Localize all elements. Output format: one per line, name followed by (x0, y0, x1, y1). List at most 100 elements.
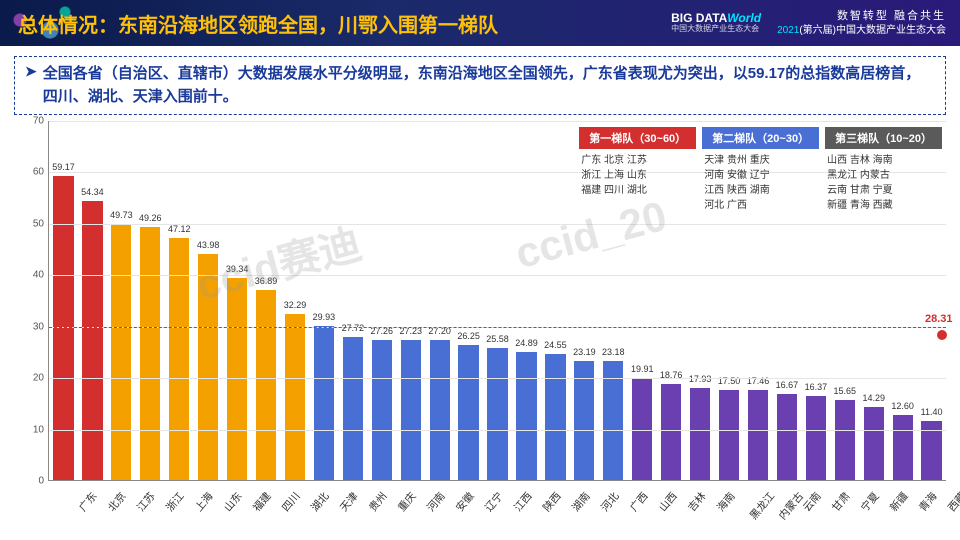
bar (748, 390, 768, 480)
x-axis-label: 辽宁 (481, 489, 506, 515)
bar-value-label: 11.40 (921, 407, 943, 417)
y-tick-label: 0 (38, 476, 44, 487)
y-tick-label: 20 (33, 373, 44, 384)
legend-row: 云南 甘肃 宁夏 (827, 183, 940, 198)
bar-value-label: 23.19 (573, 347, 596, 357)
legend-row: 河南 安徽 辽宁 (704, 168, 817, 183)
slide-page: 总体情况：东南沿海地区领跑全国，川鄂入围第一梯队 BIG DATAWorld 中… (0, 0, 960, 540)
bar-value-label: 23.18 (602, 347, 625, 357)
threshold-line (49, 327, 946, 328)
bar-value-label: 24.89 (515, 338, 538, 348)
top-banner: 总体情况：东南沿海地区领跑全国，川鄂入围第一梯队 BIG DATAWorld 中… (0, 0, 960, 46)
x-axis-label: 山西 (655, 489, 680, 515)
bar (545, 354, 565, 480)
x-axis-label: 山东 (221, 489, 246, 515)
banner-right: BIG DATAWorld 中国大数据产业生态大会 数智转型 融合共生 2021… (671, 9, 946, 36)
tagline-1: 数智转型 融合共生 (777, 9, 946, 23)
legend-body: 山西 吉林 海南黑龙江 内蒙古云南 甘肃 宁夏新疆 青海 西藏 (825, 149, 942, 217)
bar-value-label: 14.29 (862, 393, 885, 403)
bar-value-label: 16.67 (776, 380, 799, 390)
y-tick-label: 60 (33, 167, 44, 178)
y-tick-label: 50 (33, 218, 44, 229)
bar-value-label: 12.60 (891, 401, 914, 411)
legend-header: 第一梯队（30~60） (579, 127, 696, 149)
bar-slot: 27.23 (396, 340, 425, 480)
bar-slot: 36.89 (252, 290, 281, 480)
bar-slot: 47.12 (165, 238, 194, 480)
description-box: ➤ 全国各省（自治区、直辖市）大数据发展水平分级明显，东南沿海地区全国领先，广东… (14, 56, 946, 115)
bar-value-label: 47.12 (168, 224, 191, 234)
x-axis-label: 云南 (800, 489, 825, 515)
x-axis-label: 宁夏 (858, 489, 883, 515)
x-axis-label: 浙江 (163, 489, 188, 515)
legend-row: 黑龙江 内蒙古 (827, 168, 940, 183)
gridline (49, 275, 946, 276)
x-axis-label: 广东 (76, 489, 101, 515)
logo-world: World (727, 11, 761, 25)
tagline-year: 2021 (777, 25, 799, 36)
bar (777, 394, 797, 480)
bar-slot: 12.60 (888, 415, 917, 480)
x-axis-label: 青海 (916, 489, 941, 515)
x-axis-label: 西藏 (945, 489, 960, 515)
bar-chart: 010203040506070 59.1754.3449.7349.2647.1… (14, 121, 946, 540)
bar-slot: 26.25 (454, 345, 483, 480)
x-axis-labels: 广东北京江苏浙江上海山东福建四川湖北天津贵州重庆河南安徽辽宁江西陕西湖南河北广西… (48, 483, 946, 533)
bar (111, 224, 131, 480)
event-tagline: 数智转型 融合共生 2021(第六届)中国大数据产业生态大会 (777, 9, 946, 36)
y-tick-label: 10 (33, 424, 44, 435)
bar-slot: 17.50 (715, 390, 744, 480)
bar (53, 176, 73, 480)
bar-slot: 17.46 (744, 390, 773, 480)
y-tick-label: 70 (33, 116, 44, 127)
description-text: 全国各省（自治区、直辖市）大数据发展水平分级明显，东南沿海地区全国领先，广东省表… (43, 63, 935, 108)
bar (198, 254, 218, 480)
bar (661, 384, 681, 480)
legend-row: 江西 陕西 湖南 (704, 183, 817, 198)
bar-value-label: 29.93 (313, 312, 336, 322)
legend-header: 第三梯队（10~20） (825, 127, 942, 149)
x-axis-label: 重庆 (394, 489, 419, 515)
bar-slot: 18.76 (657, 384, 686, 480)
legend-row: 河北 广西 (704, 198, 817, 213)
bar (690, 388, 710, 480)
x-axis-label: 河北 (597, 489, 622, 515)
bar-value-label: 59.17 (52, 162, 75, 172)
x-axis-label: 海南 (713, 489, 738, 515)
y-tick-label: 30 (33, 321, 44, 332)
average-label: 28.31 (925, 313, 953, 325)
y-tick-label: 40 (33, 270, 44, 281)
gridline (49, 224, 946, 225)
x-axis-label: 甘肃 (829, 489, 854, 515)
bar-value-label: 19.91 (631, 364, 654, 374)
x-axis-label: 福建 (250, 489, 275, 515)
bar-slot: 32.29 (281, 314, 310, 480)
bar (430, 340, 450, 480)
bar-slot: 49.73 (107, 224, 136, 480)
page-title: 总体情况：东南沿海地区领跑全国，川鄂入围第一梯队 (18, 9, 498, 38)
bar-value-label: 49.73 (110, 210, 133, 220)
legend: 第一梯队（30~60）广东 北京 江苏浙江 上海 山东福建 四川 湖北第二梯队（… (579, 127, 942, 217)
x-axis-label: 湖北 (308, 489, 333, 515)
tagline-rest: (第六届)中国大数据产业生态大会 (799, 25, 946, 36)
legend-column: 第三梯队（10~20）山西 吉林 海南黑龙江 内蒙古云南 甘肃 宁夏新疆 青海 … (825, 127, 942, 217)
legend-body: 天津 贵州 重庆河南 安徽 辽宁江西 陕西 湖南河北 广西 (702, 149, 819, 217)
bar (893, 415, 913, 480)
legend-column: 第一梯队（30~60）广东 北京 江苏浙江 上海 山东福建 四川 湖北 (579, 127, 696, 217)
bar-value-label: 54.34 (81, 187, 104, 197)
bar-value-label: 26.25 (457, 331, 480, 341)
bar (487, 348, 507, 480)
bar-slot: 49.26 (136, 227, 165, 480)
legend-row: 山西 吉林 海南 (827, 153, 940, 168)
bar-slot: 54.34 (78, 201, 107, 480)
x-axis-label: 河南 (423, 489, 448, 515)
bullet-arrow-icon: ➤ (25, 63, 37, 108)
legend-row: 广东 北京 江苏 (581, 153, 694, 168)
bar-slot: 24.55 (541, 354, 570, 480)
bar (719, 390, 739, 480)
bar-value-label: 24.55 (544, 340, 567, 350)
bar-slot: 43.98 (194, 254, 223, 480)
legend-body: 广东 北京 江苏浙江 上海 山东福建 四川 湖北 (579, 149, 696, 202)
bar-value-label: 39.34 (226, 264, 249, 274)
bar (372, 340, 392, 480)
